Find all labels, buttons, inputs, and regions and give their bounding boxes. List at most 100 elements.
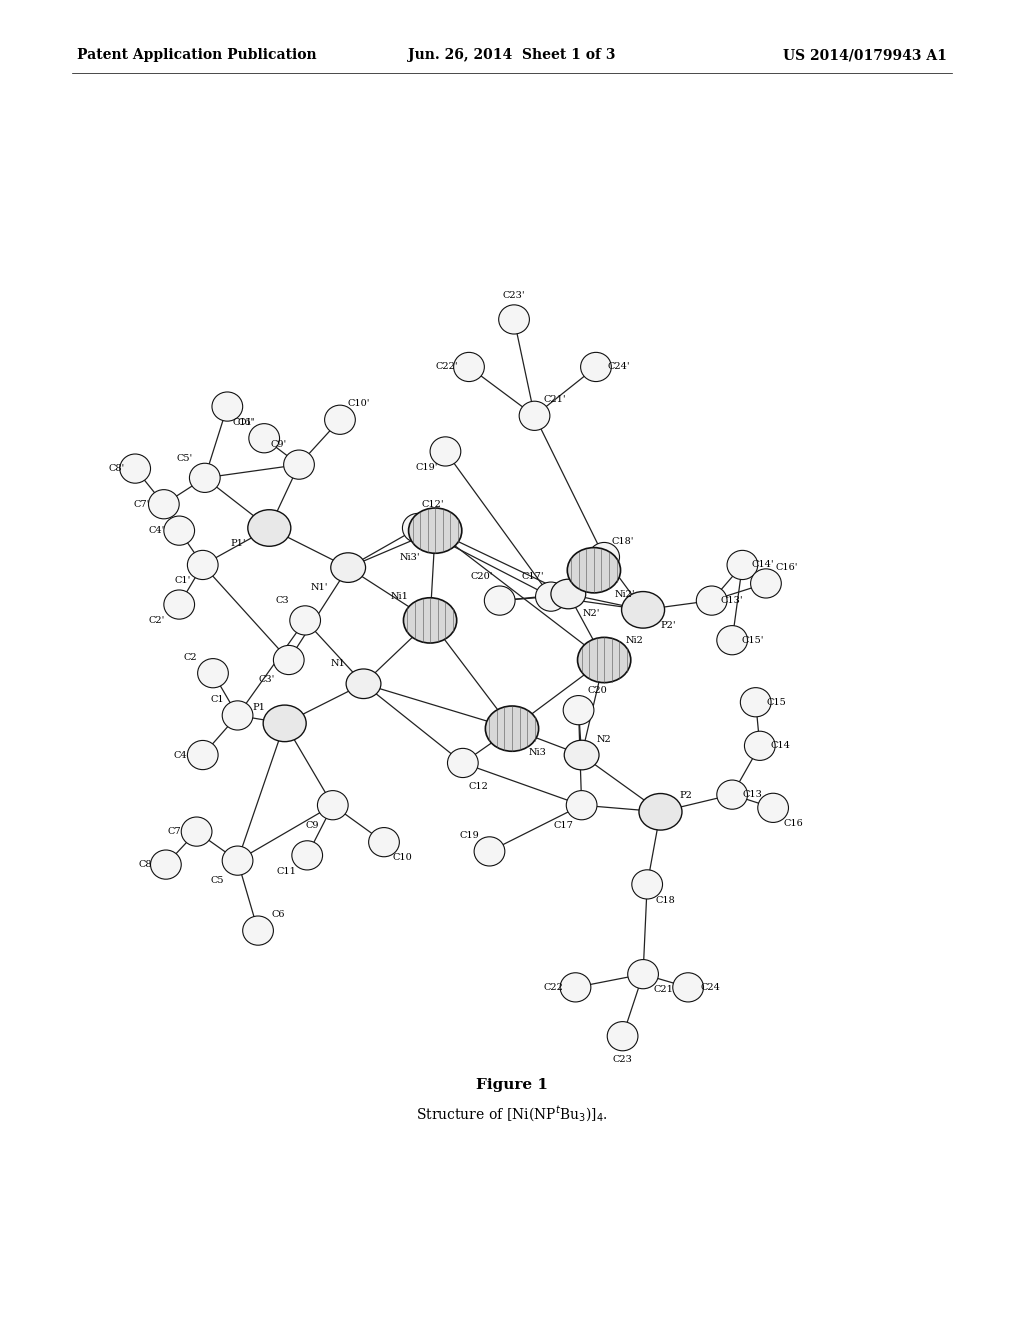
Text: C15': C15' (741, 636, 764, 644)
Ellipse shape (331, 553, 366, 582)
Text: C12: C12 (468, 783, 488, 791)
Text: Ni2: Ni2 (626, 636, 644, 644)
Ellipse shape (536, 582, 566, 611)
Ellipse shape (430, 437, 461, 466)
Ellipse shape (403, 598, 457, 643)
Text: N1: N1 (331, 660, 345, 668)
Ellipse shape (290, 606, 321, 635)
Ellipse shape (519, 401, 550, 430)
Ellipse shape (273, 645, 304, 675)
Ellipse shape (249, 424, 280, 453)
Ellipse shape (369, 828, 399, 857)
Ellipse shape (563, 696, 594, 725)
Ellipse shape (248, 510, 291, 546)
Text: C19: C19 (459, 832, 479, 840)
Ellipse shape (148, 490, 179, 519)
Text: C4': C4' (148, 527, 165, 535)
Text: C8': C8' (109, 465, 125, 473)
Text: C9': C9' (270, 441, 287, 449)
Ellipse shape (284, 450, 314, 479)
Text: Jun. 26, 2014  Sheet 1 of 3: Jun. 26, 2014 Sheet 1 of 3 (409, 49, 615, 62)
Text: C2': C2' (148, 616, 165, 624)
Text: C21: C21 (653, 986, 674, 994)
Text: N1': N1' (310, 583, 329, 591)
Ellipse shape (744, 731, 775, 760)
Ellipse shape (622, 591, 665, 628)
Ellipse shape (402, 513, 433, 543)
Text: P2': P2' (660, 622, 677, 630)
Text: C24: C24 (700, 983, 721, 991)
Text: Ni1: Ni1 (390, 593, 409, 601)
Ellipse shape (187, 550, 218, 579)
Text: C7': C7' (133, 500, 150, 508)
Ellipse shape (551, 579, 586, 609)
Ellipse shape (222, 701, 253, 730)
Text: C21': C21' (544, 396, 566, 404)
Text: C9: C9 (305, 821, 319, 829)
Text: C1: C1 (210, 696, 224, 704)
Text: Structure of [Ni(NP$^t$Bu$_3$)]$_4$.: Structure of [Ni(NP$^t$Bu$_3$)]$_4$. (416, 1105, 608, 1123)
Text: C8: C8 (138, 861, 153, 869)
Text: C4: C4 (173, 751, 187, 759)
Ellipse shape (484, 586, 515, 615)
Ellipse shape (696, 586, 727, 615)
Text: P2: P2 (680, 792, 692, 800)
Text: P1': P1' (230, 540, 247, 548)
Text: C6': C6' (238, 418, 254, 426)
Ellipse shape (222, 846, 253, 875)
Text: C12': C12' (422, 500, 444, 508)
Text: C14: C14 (770, 742, 791, 750)
Text: C10': C10' (347, 400, 370, 408)
Ellipse shape (346, 669, 381, 698)
Ellipse shape (566, 791, 597, 820)
Ellipse shape (325, 405, 355, 434)
Text: C22: C22 (543, 983, 563, 991)
Text: C13': C13' (721, 597, 743, 605)
Text: C11': C11' (232, 418, 255, 426)
Ellipse shape (589, 543, 620, 572)
Text: C1': C1' (174, 577, 190, 585)
Text: C16: C16 (783, 820, 804, 828)
Text: C24': C24' (607, 363, 630, 371)
Ellipse shape (454, 352, 484, 381)
Text: P1: P1 (253, 704, 265, 711)
Text: N2': N2' (582, 610, 600, 618)
Ellipse shape (581, 352, 611, 381)
Text: C17': C17' (521, 573, 544, 581)
Text: N2: N2 (597, 735, 611, 743)
Ellipse shape (409, 508, 462, 553)
Ellipse shape (628, 960, 658, 989)
Ellipse shape (292, 841, 323, 870)
Text: C14': C14' (752, 561, 774, 569)
Ellipse shape (758, 793, 788, 822)
Text: C17: C17 (553, 821, 573, 829)
Ellipse shape (212, 392, 243, 421)
Text: C18': C18' (611, 537, 634, 545)
Text: C20': C20' (470, 573, 493, 581)
Ellipse shape (120, 454, 151, 483)
Text: C13: C13 (742, 791, 763, 799)
Text: C3': C3' (258, 676, 274, 684)
Text: Ni3: Ni3 (528, 748, 547, 756)
Text: C23': C23' (503, 292, 525, 300)
Ellipse shape (474, 837, 505, 866)
Text: Figure 1: Figure 1 (476, 1078, 548, 1092)
Text: C6: C6 (271, 911, 286, 919)
Text: C3: C3 (275, 597, 290, 605)
Ellipse shape (564, 741, 599, 770)
Ellipse shape (673, 973, 703, 1002)
Ellipse shape (189, 463, 220, 492)
Ellipse shape (727, 550, 758, 579)
Ellipse shape (717, 780, 748, 809)
Ellipse shape (567, 548, 621, 593)
Ellipse shape (317, 791, 348, 820)
Text: C22': C22' (435, 363, 458, 371)
Ellipse shape (243, 916, 273, 945)
Ellipse shape (263, 705, 306, 742)
Ellipse shape (560, 973, 591, 1002)
Ellipse shape (198, 659, 228, 688)
Text: C5': C5' (176, 454, 193, 462)
Ellipse shape (151, 850, 181, 879)
Ellipse shape (632, 870, 663, 899)
Text: C2: C2 (183, 653, 198, 661)
